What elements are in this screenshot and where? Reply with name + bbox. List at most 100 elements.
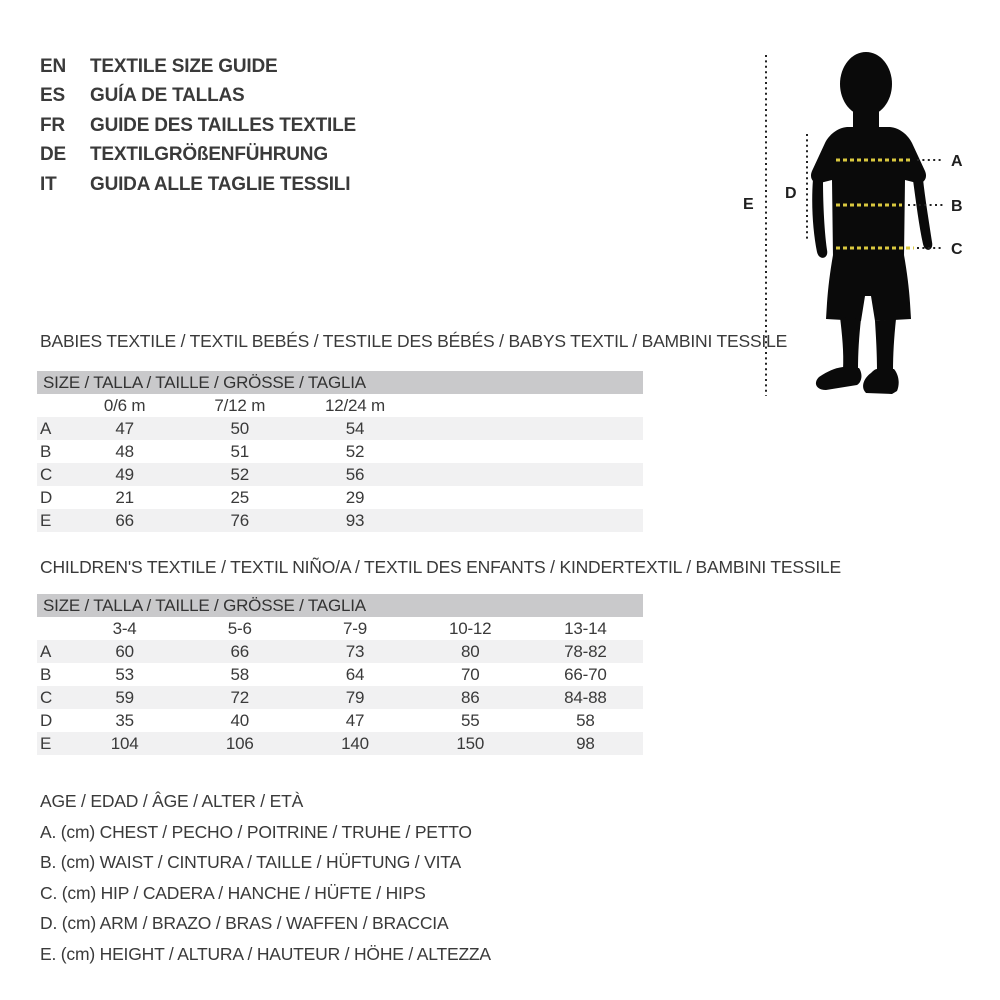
value-cell: 54 (345, 418, 365, 438)
legend-line: E. (cm) HEIGHT / ALTURA / HAUTEUR / HÖHE… (40, 943, 491, 964)
row-label-cell: C (40, 464, 53, 484)
value-cell: 80 (460, 641, 480, 661)
children-section-heading: CHILDREN'S TEXTILE / TEXTIL NIÑO/A / TEX… (40, 557, 842, 577)
language-row: DE TEXTILGRÖßENFÜHRUNG (40, 141, 356, 171)
babies-section-heading: BABIES TEXTILE / TEXTIL BEBÉS / TESTILE … (40, 331, 788, 351)
column-header-cell: 7-9 (343, 618, 367, 638)
column-header-row: 0/6 m 7/12 m 12/24 m (37, 394, 643, 417)
value-cell: 58 (230, 664, 250, 684)
guide-title: TEXTILE SIZE GUIDE (90, 55, 278, 77)
value-cell: 29 (345, 487, 365, 507)
table-row: D 35 40 47 55 58 (37, 709, 643, 732)
language-code: IT (40, 173, 57, 195)
table-row: D 21 25 29 (37, 486, 643, 509)
legend-line: A. (cm) CHEST / PECHO / POITRINE / TRUHE… (40, 821, 472, 842)
row-label-cell: E (40, 510, 52, 530)
row-label-cell: D (40, 710, 53, 730)
value-cell: 98 (576, 733, 595, 753)
language-code: EN (40, 55, 66, 77)
row-label-cell: B (40, 441, 52, 461)
value-cell: 52 (230, 464, 250, 484)
value-cell: 66 (230, 641, 250, 661)
column-header-cell: 13-14 (564, 618, 607, 638)
value-cell: 64 (345, 664, 365, 684)
value-cell: 66 (115, 510, 134, 530)
child-silhouette-figure: A B C D E (743, 52, 963, 396)
value-cell: 59 (115, 687, 134, 707)
table-row: E 66 76 93 (37, 509, 643, 532)
language-row: FR GUIDE DES TAILLES TEXTILE (40, 111, 356, 141)
table-row: A 60 66 73 80 78-82 (37, 640, 643, 663)
language-row: EN TEXTILE SIZE GUIDE (40, 52, 356, 82)
language-code: DE (40, 144, 66, 166)
language-code: FR (40, 114, 65, 136)
legend-line: C. (cm) HIP / CADERA / HANCHE / HÜFTE / … (40, 882, 426, 903)
column-header-cell: 0/6 m (103, 395, 146, 415)
value-cell: 70 (460, 664, 480, 684)
column-header-cell: 5-6 (227, 618, 252, 638)
measurement-legend: AGE / EDAD / ÂGE / ALTER / ETÀ A. (cm) CH… (40, 786, 491, 969)
value-cell: 140 (341, 733, 369, 753)
value-cell: 21 (115, 487, 134, 507)
language-code: ES (40, 85, 65, 107)
table-row: C 49 52 56 (37, 463, 643, 486)
guide-title: TEXTILGRÖßENFÜHRUNG (90, 144, 328, 166)
column-header-cell: 3-4 (112, 618, 137, 638)
legend-line: D. (cm) ARM / BRAZO / BRAS / WAFFEN / BR… (40, 913, 449, 933)
guide-title: GUÍA DE TALLAS (90, 85, 245, 107)
value-cell: 79 (345, 687, 365, 707)
label-waist: B (951, 198, 962, 215)
value-cell: 55 (460, 710, 480, 730)
column-header-cell: 12/24 m (324, 395, 385, 415)
value-cell: 150 (456, 733, 485, 753)
table-row: C 59 72 79 86 84-88 (37, 686, 643, 709)
row-label-cell: E (40, 733, 52, 753)
value-cell: 40 (230, 710, 250, 730)
value-cell: 52 (345, 441, 365, 461)
table-row: B 53 58 64 70 66-70 (37, 663, 643, 686)
label-hip: C (951, 241, 963, 258)
value-cell: 86 (460, 687, 480, 707)
guide-title: GUIDE DES TAILLES TEXTILE (90, 114, 356, 136)
row-label-cell: C (40, 687, 53, 707)
label-arm: D (785, 185, 796, 202)
value-cell: 78-82 (564, 641, 607, 661)
value-cell: 93 (345, 510, 365, 530)
table-row: B 48 51 52 (37, 440, 643, 463)
value-cell: 76 (230, 510, 250, 530)
value-cell: 72 (230, 687, 250, 707)
label-chest: A (951, 153, 963, 170)
child-silhouette (810, 52, 933, 394)
value-cell: 25 (230, 487, 250, 507)
column-header-cell: 7/12 m (214, 395, 266, 415)
table-row: A 47 50 54 (37, 417, 643, 440)
legend-line: AGE / EDAD / ÂGE / ALTER / ETÀ (40, 791, 304, 811)
value-cell: 58 (576, 710, 595, 730)
column-header-row: 3-4 5-6 7-9 10-12 13-14 (37, 617, 643, 640)
value-cell: 53 (115, 664, 134, 684)
label-height: E (743, 196, 754, 213)
value-cell: 104 (110, 733, 139, 753)
children-size-table: SIZE / TALLA / TAILLE / GRÖSSE / TAGLIA 3… (37, 594, 643, 755)
language-row: IT GUIDA ALLE TAGLIE TESSILI (40, 170, 356, 200)
language-title-list: EN TEXTILE SIZE GUIDE ES GUÍA DE TALLAS FR GU… (40, 52, 356, 200)
value-cell: 66-70 (564, 664, 607, 684)
value-cell: 48 (115, 441, 134, 461)
table-row: E 104 106 140 150 98 (37, 732, 643, 755)
row-label-cell: A (40, 641, 52, 661)
value-cell: 35 (115, 710, 134, 730)
table-header-bar: SIZE / TALLA / TAILLE / GRÖSSE / TAGLIA (37, 594, 643, 617)
babies-size-table: SIZE / TALLA / TAILLE / GRÖSSE / TAGLIA 0… (37, 371, 643, 532)
value-cell: 73 (345, 641, 365, 661)
legend-line: B. (cm) WAIST / CINTURA / TAILLE / HÜFTU… (40, 852, 461, 872)
row-label-cell: A (40, 418, 52, 438)
language-row: ES GUÍA DE TALLAS (40, 82, 356, 112)
value-cell: 49 (115, 464, 134, 484)
value-cell: 60 (115, 641, 134, 661)
value-cell: 47 (345, 710, 365, 730)
value-cell: 106 (225, 733, 254, 753)
value-cell: 47 (115, 418, 134, 438)
table-header-bar: SIZE / TALLA / TAILLE / GRÖSSE / TAGLIA (37, 371, 643, 394)
value-cell: 84-88 (564, 687, 607, 707)
